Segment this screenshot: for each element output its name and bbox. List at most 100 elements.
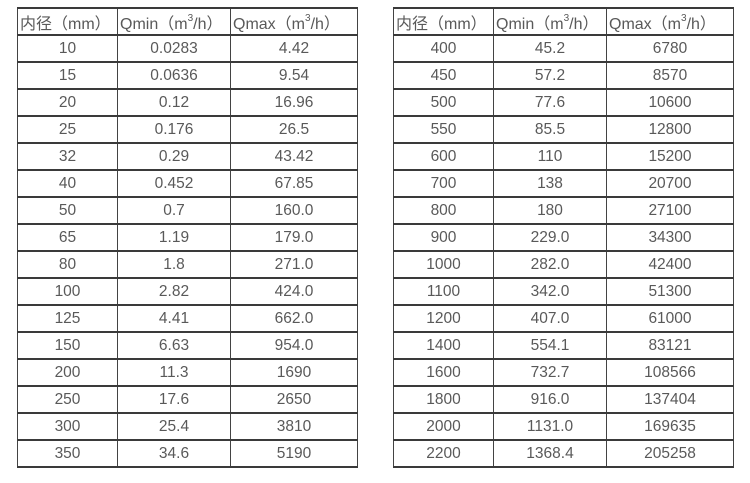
table-cell: 108566: [606, 358, 734, 387]
table-cell: 61000: [606, 304, 734, 333]
table-cell: 1100: [393, 277, 494, 306]
table-cell: 9.54: [230, 61, 358, 90]
table-cell: 550: [393, 115, 494, 144]
table-cell: 160.0: [230, 196, 358, 225]
header-qmin: Qmin（m3/h）: [117, 7, 231, 36]
header-qmin-superscript: 3: [563, 13, 570, 25]
header-qmin-unit-end: /h）: [193, 15, 223, 33]
table-cell: 200: [17, 358, 118, 387]
table-cell: 1400: [393, 331, 494, 360]
table-cell: 1600: [393, 358, 494, 387]
spec-tables: 内径（mm） Qmin（m3/h） Qmax（m3/h） 10 0.0283 4.4…: [17, 7, 734, 468]
table-cell: 954.0: [230, 331, 358, 360]
table-cell: 3810: [230, 412, 358, 441]
table-cell: 138: [493, 169, 607, 198]
table-row: 15 0.0636 9.54: [17, 61, 358, 90]
table-cell: 1.19: [117, 223, 231, 252]
table-cell: 4.42: [230, 34, 358, 63]
table-cell: 16.96: [230, 88, 358, 117]
header-qmax-superscript: 3: [305, 13, 311, 25]
table-cell: 25.4: [117, 412, 231, 441]
header-diameter: 内径（mm）: [17, 7, 118, 36]
header-qmax: Qmax（m3/h）: [230, 7, 358, 36]
table-cell: 6780: [606, 34, 734, 63]
table-cell: 11.3: [117, 358, 231, 387]
table-row: 40 0.452 67.85: [17, 169, 358, 198]
table-cell: 916.0: [493, 385, 607, 414]
header-diameter: 内径（mm）: [393, 7, 494, 36]
table-cell: 600: [393, 142, 494, 171]
table-row: 700 138 20700: [393, 169, 734, 198]
table-cell: 137404: [606, 385, 734, 414]
table-row: 20 0.12 16.96: [17, 88, 358, 117]
flow-spec-table-large-diameters: 内径（mm） Qmin（m3/h） Qmax（m3/h） 400 45.2 6780…: [393, 7, 734, 468]
table-row: 400 45.2 6780: [393, 34, 734, 63]
table-row: 100 2.82 424.0: [17, 277, 358, 306]
table-cell: 43.42: [230, 142, 358, 171]
table-cell: 50: [17, 196, 118, 225]
table-row: 2000 1131.0 169635: [393, 412, 734, 441]
table-cell: 0.29: [117, 142, 231, 171]
table-cell: 77.6: [493, 88, 607, 117]
header-qmin-label: Qmin（m: [120, 15, 188, 33]
table-cell: 85.5: [493, 115, 607, 144]
table-cell: 0.452: [117, 169, 231, 198]
table-row: 80 1.8 271.0: [17, 250, 358, 279]
table-cell: 0.176: [117, 115, 231, 144]
table-cell: 65: [17, 223, 118, 252]
table-cell: 424.0: [230, 277, 358, 306]
table-cell: 80: [17, 250, 118, 279]
table-cell: 407.0: [493, 304, 607, 333]
header-qmin-label: Qmin（m: [496, 15, 564, 33]
table-row: 25 0.176 26.5: [17, 115, 358, 144]
table-cell: 271.0: [230, 250, 358, 279]
table-cell: 2000: [393, 412, 494, 441]
table-cell: 1200: [393, 304, 494, 333]
table-row: 1800 916.0 137404: [393, 385, 734, 414]
table-cell: 40: [17, 169, 118, 198]
table-cell: 300: [17, 412, 118, 441]
table-cell: 0.0636: [117, 61, 231, 90]
table-cell: 15200: [606, 142, 734, 171]
table-cell: 1800: [393, 385, 494, 414]
table-row: 10 0.0283 4.42: [17, 34, 358, 63]
table-cell: 125: [17, 304, 118, 333]
table-row: 900 229.0 34300: [393, 223, 734, 252]
table-row: 600 110 15200: [393, 142, 734, 171]
table-cell: 662.0: [230, 304, 358, 333]
table-cell: 26.5: [230, 115, 358, 144]
table-cell: 34300: [606, 223, 734, 252]
table-cell: 169635: [606, 412, 734, 441]
table-cell: 800: [393, 196, 494, 225]
table-cell: 20: [17, 88, 118, 117]
header-row: 内径（mm） Qmin（m3/h） Qmax（m3/h）: [17, 7, 358, 36]
table-row: 350 34.6 5190: [17, 439, 358, 468]
table-cell: 229.0: [493, 223, 607, 252]
table-row: 1000 282.0 42400: [393, 250, 734, 279]
header-qmax: Qmax（m3/h）: [606, 7, 734, 36]
table-cell: 900: [393, 223, 494, 252]
table-cell: 45.2: [493, 34, 607, 63]
table-row: 200 11.3 1690: [17, 358, 358, 387]
table-row: 125 4.41 662.0: [17, 304, 358, 333]
table-cell: 0.0283: [117, 34, 231, 63]
table-cell: 1.8: [117, 250, 231, 279]
table-cell: 6.63: [117, 331, 231, 360]
table-cell: 342.0: [493, 277, 607, 306]
table-cell: 67.85: [230, 169, 358, 198]
table-cell: 2.82: [117, 277, 231, 306]
table-cell: 8570: [606, 61, 734, 90]
table-row: 250 17.6 2650: [17, 385, 358, 414]
table-cell: 1131.0: [493, 412, 607, 441]
table-cell: 42400: [606, 250, 734, 279]
table-row: 800 180 27100: [393, 196, 734, 225]
table-cell: 5190: [230, 439, 358, 468]
table-cell: 17.6: [117, 385, 231, 414]
table-row: 2200 1368.4 205258: [393, 439, 734, 468]
table-cell: 2200: [393, 439, 494, 468]
table-cell: 250: [17, 385, 118, 414]
table-row: 1200 407.0 61000: [393, 304, 734, 333]
table-cell: 450: [393, 61, 494, 90]
table-cell: 205258: [606, 439, 734, 468]
